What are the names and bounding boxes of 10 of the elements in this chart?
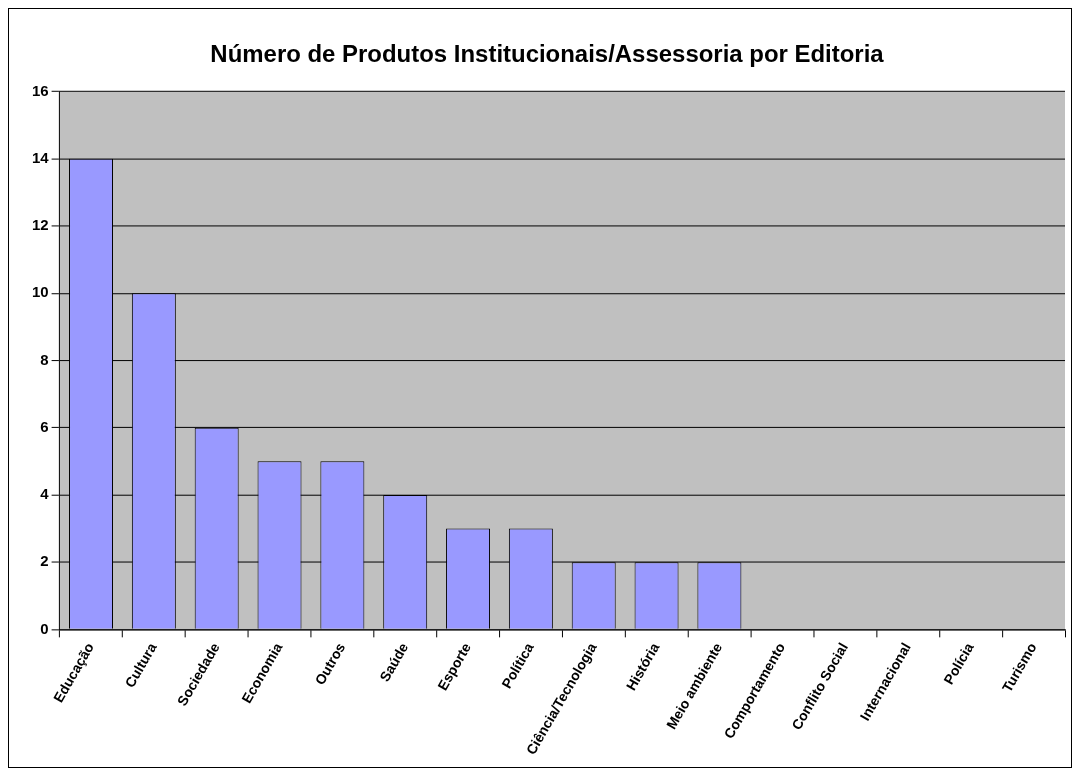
y-tick-label: 0: [40, 619, 49, 637]
y-tick-label: 10: [31, 283, 49, 301]
y-tick-label: 4: [40, 485, 50, 503]
y-tick-label: 2: [40, 552, 49, 570]
y-tick-label: 6: [40, 417, 49, 435]
chart-title: Número de Produtos Institucionais/Assessoria por Editoria: [210, 39, 885, 67]
y-tick-label: 8: [40, 350, 49, 368]
y-tick-label: 16: [31, 81, 49, 99]
y-tick-label: 12: [31, 216, 49, 234]
y-tick-label: 14: [31, 148, 50, 166]
